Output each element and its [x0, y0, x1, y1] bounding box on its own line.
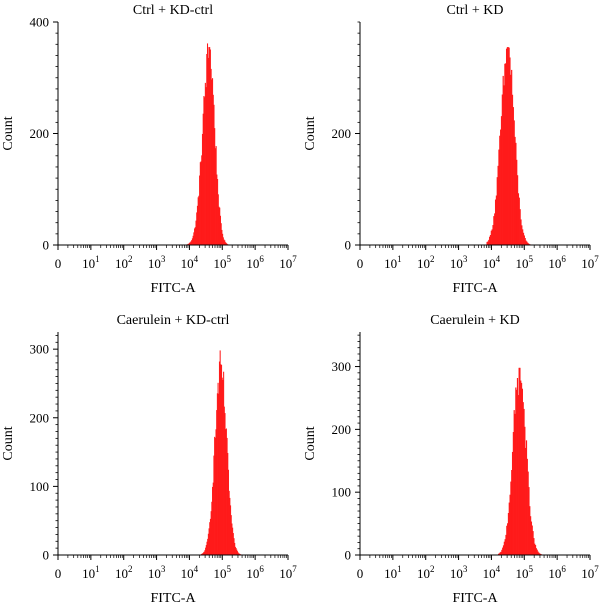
y-tick-label: 0 — [43, 238, 50, 253]
y-tick-label: 300 — [332, 359, 352, 374]
x-tick-label: 107 — [581, 254, 599, 271]
x-tick-label: 104 — [181, 254, 199, 271]
x-tick-label: 104 — [483, 254, 501, 271]
histogram-panel-1: Ctrl + KD-ctrl 0 200 400 0 101 102 103 104 105 106… — [1, 3, 297, 296]
x-tick-label: 105 — [516, 564, 534, 581]
x-tick-label: 103 — [148, 254, 166, 271]
panel-title: Caerulein + KD — [430, 313, 520, 328]
x-tick-label: 101 — [82, 254, 100, 271]
panel-title: Ctrl + KD — [447, 3, 504, 18]
histogram-bars — [498, 368, 544, 555]
x-tick-label: 106 — [246, 564, 264, 581]
x-tick-label: 106 — [548, 564, 566, 581]
panel-title: Ctrl + KD-ctrl — [133, 3, 213, 18]
x-tick-label: 101 — [384, 564, 402, 581]
panel-title: Caerulein + KD-ctrl — [117, 313, 230, 328]
x-axis-label: FITC-A — [150, 591, 196, 602]
x-tick-label: 105 — [516, 254, 534, 271]
y-axis-label: Count — [303, 426, 318, 460]
y-tick-label: 0 — [345, 548, 352, 563]
x-tick-label: 103 — [450, 564, 468, 581]
x-tick-label: 105 — [214, 254, 232, 271]
x-tick-label: 0 — [357, 566, 364, 581]
y-tick-label: 200 — [332, 126, 352, 141]
x-tick-label: 101 — [384, 254, 402, 271]
x-tick-label: 102 — [417, 254, 435, 271]
y-tick-label: 100 — [30, 479, 50, 494]
histogram-bars — [186, 43, 229, 245]
x-tick-label: 104 — [483, 564, 501, 581]
y-tick-label: 0 — [345, 238, 352, 253]
y-tick-label: 400 — [30, 15, 50, 30]
y-axis-label: Count — [1, 116, 16, 150]
x-tick-label: 107 — [581, 564, 599, 581]
histogram-panel-2: Ctrl + KD 0 200 0 101 102 103 104 105 106 107 FITC-… — [303, 3, 599, 296]
y-axis-label: Count — [303, 116, 318, 150]
x-axis-label: FITC-A — [452, 281, 498, 296]
x-tick-label: 102 — [115, 254, 133, 271]
histogram-bars — [487, 47, 532, 245]
x-axis-label: FITC-A — [150, 281, 196, 296]
histogram-panel-4: Caerulein + KD 0 100 200 300 0 101 102 103 104 105… — [303, 313, 599, 602]
y-tick-label: 200 — [332, 422, 352, 437]
histogram-panel-3: Caerulein + KD-ctrl 0 100 200 300 0 101 102 103 1… — [1, 313, 297, 602]
x-tick-label: 0 — [357, 256, 364, 271]
x-tick-label: 101 — [82, 564, 100, 581]
x-tick-label: 103 — [148, 564, 166, 581]
x-tick-label: 105 — [214, 564, 232, 581]
y-tick-label: 200 — [30, 126, 50, 141]
x-tick-label: 102 — [417, 564, 435, 581]
y-tick-label: 100 — [332, 485, 352, 500]
x-tick-label: 0 — [55, 256, 62, 271]
x-tick-label: 103 — [450, 254, 468, 271]
x-axis-label: FITC-A — [452, 591, 498, 602]
histogram-bars — [201, 350, 242, 555]
x-tick-label: 107 — [279, 564, 297, 581]
x-tick-label: 107 — [279, 254, 297, 271]
y-tick-label: 200 — [30, 410, 50, 425]
y-tick-label: 300 — [30, 342, 50, 357]
y-tick-label: 0 — [43, 548, 50, 563]
x-tick-label: 102 — [115, 564, 133, 581]
x-tick-label: 0 — [55, 566, 62, 581]
x-tick-label: 106 — [246, 254, 264, 271]
x-tick-label: 104 — [181, 564, 199, 581]
y-axis-label: Count — [1, 426, 16, 460]
x-tick-label: 106 — [548, 254, 566, 271]
